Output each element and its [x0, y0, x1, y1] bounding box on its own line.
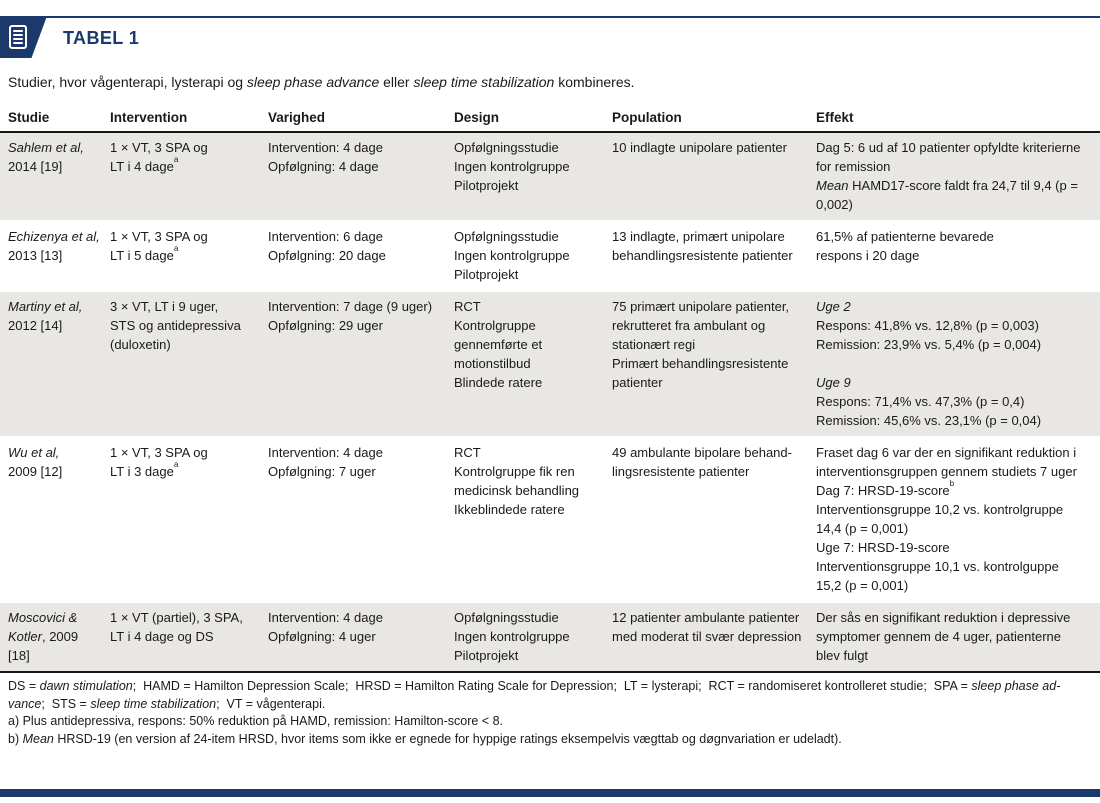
cell-intervention: 1 × VT, 3 SPA og LT i 3 dagea [110, 445, 208, 479]
cell-intervention: 1 × VT (partiel), 3 SPA, LT i 4 dage og … [110, 610, 243, 644]
column-header-intervention: Intervention [110, 110, 188, 125]
cell-varighed: Intervention: 6 dage Opfølgning: 20 dage [268, 229, 386, 263]
table-title: TABEL 1 [63, 28, 140, 48]
table-row: Wu et al, 2009 [12] 1 × VT, 3 SPA og LT i… [0, 438, 1100, 603]
cell-studie: Wu et al, 2009 [12] [8, 445, 63, 479]
footnote: a) Plus antidepressiva, respons: 50% red… [8, 714, 504, 728]
footnote: b) Mean HRSD-19 (en version af 24-item H… [8, 731, 842, 746]
cell-population: 49 ambulante bipolare behand- lingsresis… [612, 445, 792, 479]
column-header-population: Population [612, 110, 682, 125]
cell-effekt: Uge 2 Respons: 41,8% vs. 12,8% (p = 0,00… [816, 299, 1042, 428]
table-row: Martiny et al, 2012 [14] 3 × VT, LT i 9 u… [0, 292, 1100, 438]
cell-effekt: Dag 5: 6 ud af 10 patienter opfyldte kri… [816, 140, 1081, 212]
icon-line [13, 42, 23, 44]
column-header-design: Design [454, 110, 500, 125]
column-header-varighed: Varighed [268, 110, 326, 125]
footnotes: DS = dawn stimulation; HAMD = Hamilton D… [8, 678, 1092, 748]
cell-intervention: 3 × VT, LT i 9 uger, STS og antidepressi… [110, 299, 241, 352]
cell-effekt: 61,5% af patienterne bevarede respons i … [816, 229, 994, 263]
cell-population: 12 patienter ambulante patienter med mod… [612, 610, 802, 644]
cell-population: 75 primært unipolare patienter, rekrutte… [612, 299, 790, 390]
column-header-studie: Studie [8, 110, 50, 125]
cell-population: 13 indlagte, primært unipolare behandlin… [612, 229, 793, 263]
table-row: Echizenya et al, 2013 [13] 1 × VT, 3 SPA … [0, 222, 1100, 292]
table-body: Sahlem et al, 2014 [19] 1 × VT, 3 SPA og … [0, 133, 1100, 673]
cell-design: Opfølgningsstudie Ingen kontrolgruppe Pi… [454, 140, 570, 193]
table-badge [0, 16, 47, 58]
cell-design: RCT Kontrolgruppe gennemførte et motions… [454, 299, 543, 390]
table-header-band: TABEL 1 [0, 0, 1100, 60]
cell-effekt: Der sås en signifikant reduktion i depre… [816, 610, 1071, 663]
icon-line [13, 34, 23, 36]
footnote: DS = dawn stimulation; HAMD = Hamilton D… [8, 679, 1061, 711]
cell-varighed: Intervention: 4 dage Opfølgning: 4 dage [268, 140, 383, 174]
bottom-rule [0, 789, 1100, 797]
cell-studie: Martiny et al, 2012 [14] [8, 299, 83, 333]
cell-intervention: 1 × VT, 3 SPA og LT i 4 dagea [110, 140, 208, 174]
cell-intervention: 1 × VT, 3 SPA og LT i 5 dagea [110, 229, 208, 263]
cell-varighed: Intervention: 4 dage Opfølgning: 7 uger [268, 445, 383, 479]
cell-population: 10 indlagte unipolare patienter [612, 140, 787, 155]
cell-design: RCT Kontrolgruppe fik ren medicinsk beha… [454, 445, 580, 517]
icon-line [13, 38, 23, 40]
cell-studie: Sahlem et al, 2014 [19] [8, 140, 84, 174]
cell-studie: Moscovici & Kotler, 2009 [18] [8, 610, 79, 663]
table-list-icon [9, 25, 27, 49]
icon-line [13, 30, 23, 32]
studies-table: Studie Intervention Varighed Design Popu… [0, 106, 1100, 673]
cell-design: Opfølgningsstudie Ingen kontrolgruppe Pi… [454, 229, 570, 282]
column-header-effekt: Effekt [816, 110, 854, 125]
top-rule [0, 16, 1100, 18]
cell-varighed: Intervention: 4 dage Opfølgning: 4 uger [268, 610, 383, 644]
cell-studie: Echizenya et al, 2013 [13] [8, 229, 100, 263]
cell-design: Opfølgningsstudie Ingen kontrolgruppe Pi… [454, 610, 570, 663]
table-caption: Studier, hvor vågenterapi, lysterapi og … [8, 74, 635, 90]
cell-effekt: Fraset dag 6 var der en signifikant redu… [816, 445, 1077, 593]
cell-varighed: Intervention: 7 dage (9 uger) Opfølgning… [268, 299, 433, 333]
table-row: Sahlem et al, 2014 [19] 1 × VT, 3 SPA og … [0, 133, 1100, 222]
table-header-row: Studie Intervention Varighed Design Popu… [0, 106, 1100, 133]
table-row: Moscovici & Kotler, 2009 [18] 1 × VT (par… [0, 603, 1100, 671]
